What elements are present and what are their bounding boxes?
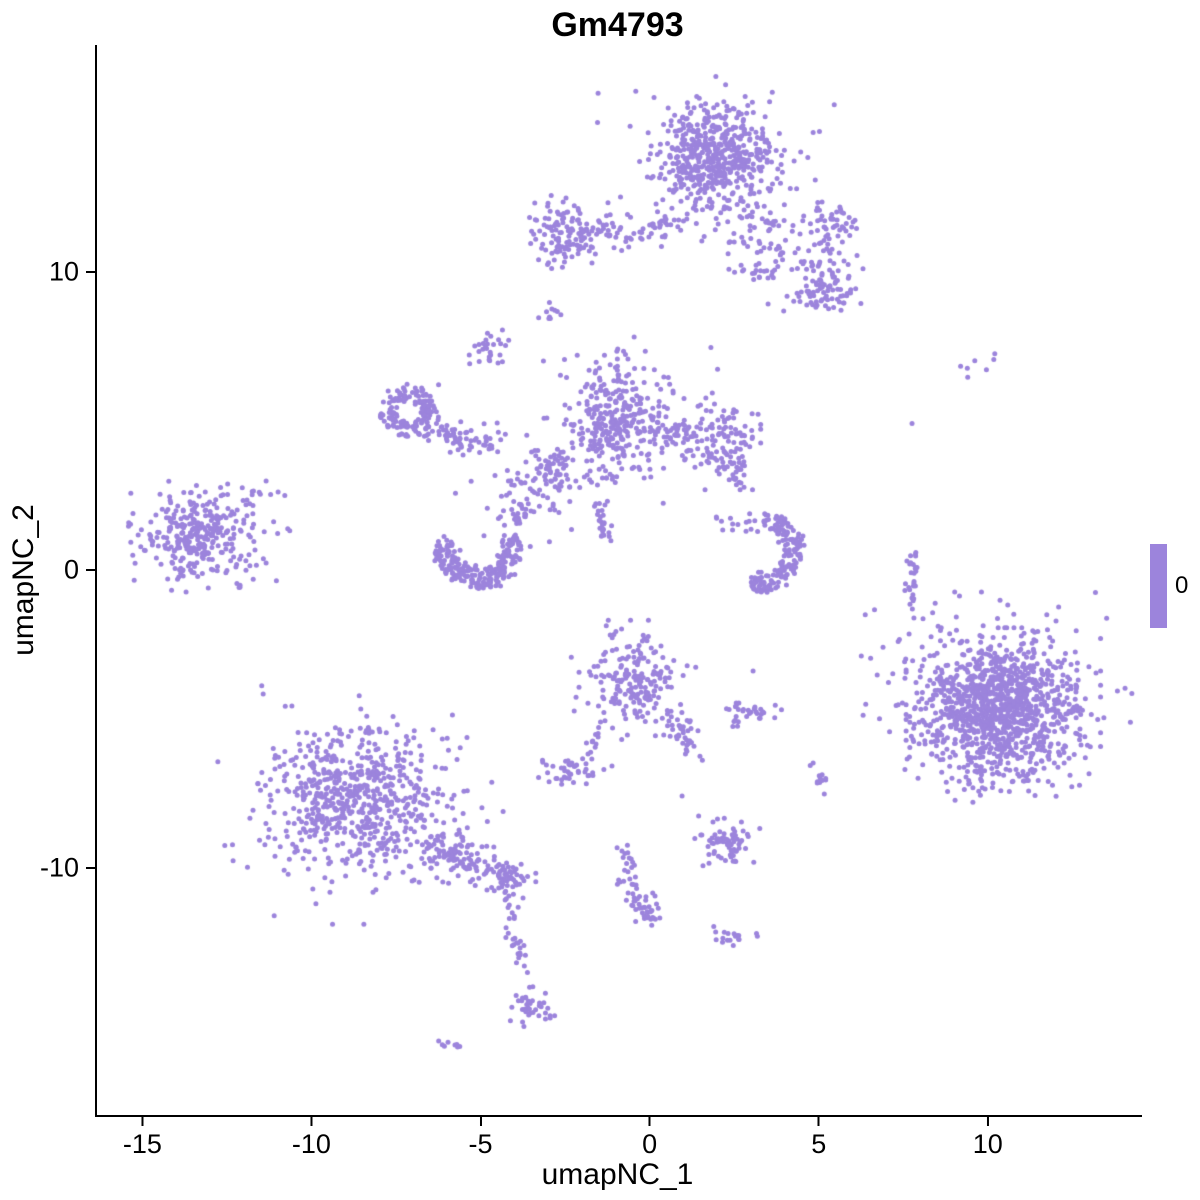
y-axis-ticks: -10 0 10 <box>0 45 95 1115</box>
x-tick-label: 10 <box>972 1129 1003 1159</box>
x-tick-label: 5 <box>811 1129 827 1159</box>
x-axis-ticks: -15 -10 -5 0 5 10 <box>95 1117 1140 1177</box>
x-axis-label: umapNC_1 <box>541 1158 694 1191</box>
x-tick-mark <box>986 1117 989 1126</box>
y-tick-mark <box>86 270 95 273</box>
y-tick-label: 0 <box>63 554 79 585</box>
plot-title: Gm4793 <box>551 6 684 44</box>
x-tick: 5 <box>811 1117 826 1160</box>
y-tick-label: 10 <box>48 256 79 287</box>
legend: 0 <box>1150 544 1188 628</box>
x-tick-label: 0 <box>642 1129 658 1159</box>
x-tick: -10 <box>292 1117 331 1160</box>
x-tick-mark <box>479 1117 482 1126</box>
x-tick-mark <box>141 1117 144 1126</box>
x-tick-mark <box>648 1117 651 1126</box>
legend-label: 0 <box>1175 572 1189 599</box>
y-tick-label: -10 <box>39 852 79 883</box>
y-tick-mark <box>86 866 95 869</box>
y-tick-mark <box>86 568 95 571</box>
legend-colorbar <box>1150 544 1167 628</box>
y-axis-label: umapNC_2 <box>7 504 40 656</box>
x-tick-label: -5 <box>468 1129 493 1159</box>
x-tick-mark <box>817 1117 820 1126</box>
plot-area <box>95 45 1142 1117</box>
x-tick-mark <box>310 1117 313 1126</box>
x-tick-label: -15 <box>122 1129 162 1159</box>
x-tick: 0 <box>642 1117 657 1160</box>
x-tick: -5 <box>469 1117 493 1160</box>
x-tick: -15 <box>123 1117 162 1160</box>
x-tick: 10 <box>973 1117 1003 1160</box>
scatter-canvas <box>97 45 1142 1115</box>
x-tick-label: -10 <box>291 1129 331 1159</box>
